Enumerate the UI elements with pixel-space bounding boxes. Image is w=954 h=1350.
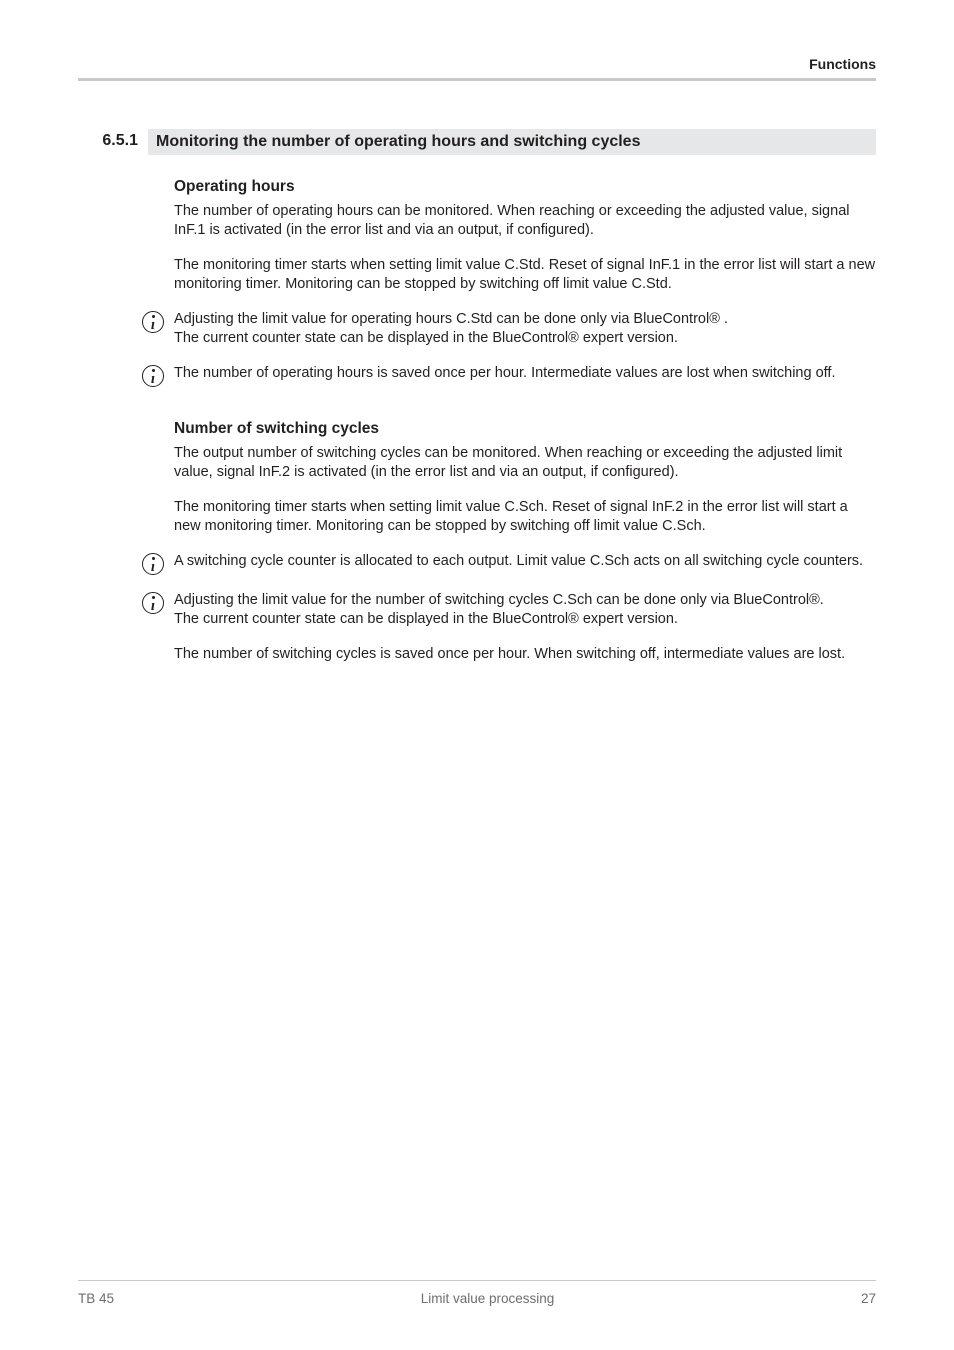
info-icon: ı: [142, 311, 164, 333]
gutter: [78, 256, 174, 294]
gutter: ı: [78, 310, 174, 348]
section-title: Monitoring the number of operating hours…: [148, 129, 876, 155]
top-rule: [78, 78, 876, 81]
gutter: ı: [78, 364, 174, 387]
gutter: ı: [78, 552, 174, 575]
note-line: Adjusting the limit value for the number…: [174, 591, 824, 610]
paragraph: The number of operating hours can be mon…: [174, 202, 876, 240]
gutter: [78, 498, 174, 536]
note-line: Adjusting the limit value for operating …: [174, 310, 728, 329]
subheading-operating-hours: Operating hours: [174, 177, 876, 196]
paragraph: The output number of switching cycles ca…: [174, 444, 876, 482]
subheading-switching-cycles: Number of switching cycles: [174, 419, 876, 438]
gutter: [78, 177, 174, 240]
running-header: Functions: [78, 56, 876, 72]
info-icon: ı: [142, 365, 164, 387]
info-icon: ı: [142, 592, 164, 614]
footer-page-number: 27: [861, 1291, 876, 1306]
paragraph: The monitoring timer starts when setting…: [174, 256, 876, 294]
gutter: [78, 645, 174, 664]
note: The number of operating hours is saved o…: [174, 364, 835, 387]
info-icon: ı: [142, 553, 164, 575]
gutter: [78, 419, 174, 482]
gutter: ı: [78, 591, 174, 629]
footer-left: TB 45: [78, 1291, 114, 1306]
footer-center: Limit value processing: [421, 1291, 555, 1306]
footer-rule: [78, 1280, 876, 1281]
note-line: The current counter state can be display…: [174, 610, 824, 629]
page: Functions 6.5.1 Monitoring the number of…: [0, 0, 954, 1350]
paragraph: The number of switching cycles is saved …: [174, 645, 845, 664]
paragraph: The monitoring timer starts when setting…: [174, 498, 876, 536]
section-heading-row: 6.5.1 Monitoring the number of operating…: [78, 129, 876, 155]
page-footer: TB 45 Limit value processing 27: [0, 1280, 954, 1306]
section-number: 6.5.1: [78, 129, 148, 155]
note: Adjusting the limit value for the number…: [174, 591, 824, 629]
note-line: The current counter state can be display…: [174, 329, 728, 348]
note: Adjusting the limit value for operating …: [174, 310, 728, 348]
note: A switching cycle counter is allocated t…: [174, 552, 863, 575]
